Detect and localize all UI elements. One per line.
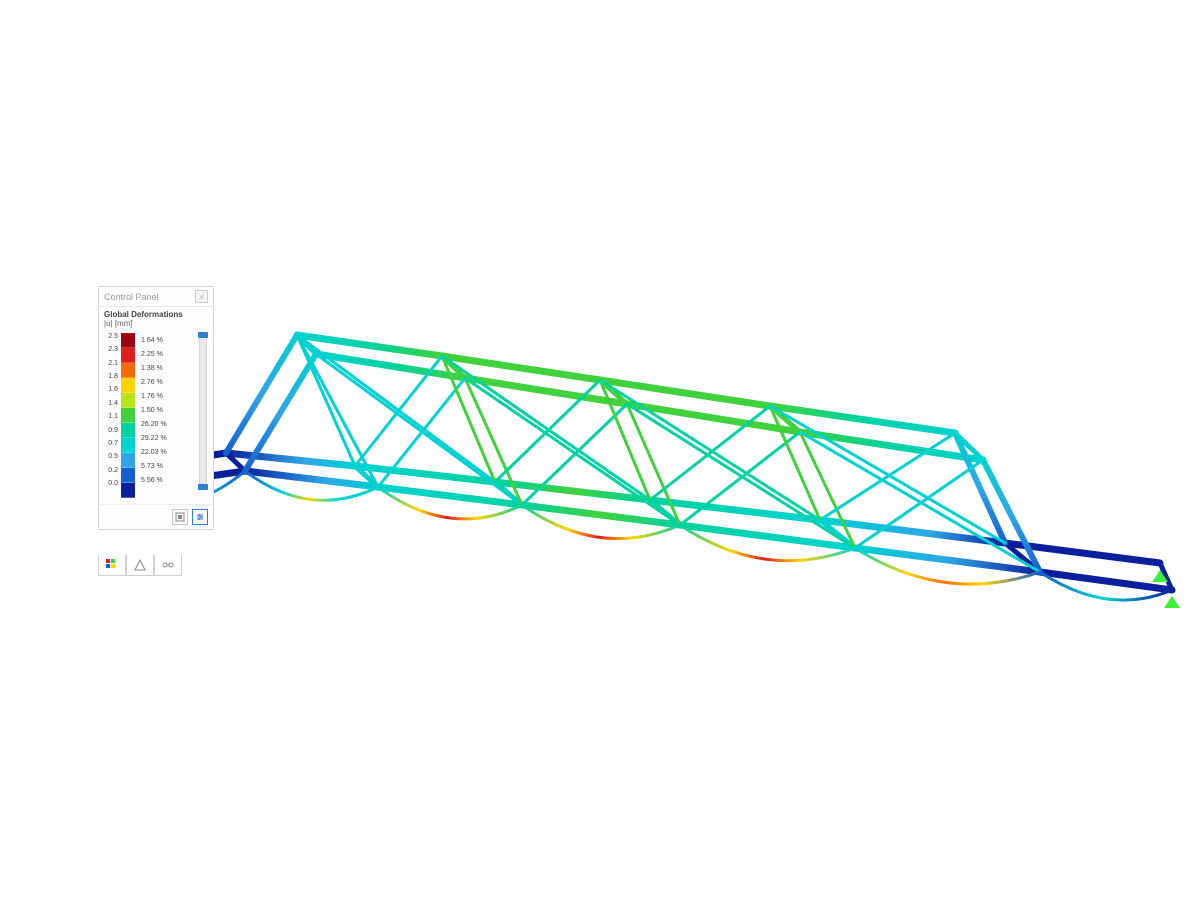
legend-percent: 1.38 % <box>141 365 167 372</box>
panel-settings-button[interactable] <box>192 509 208 525</box>
legend-swatch <box>121 408 135 423</box>
legend-percent: 29.22 % <box>141 435 167 442</box>
legend-tick: 2.1 <box>104 360 118 367</box>
legend-swatch <box>121 453 135 468</box>
legend-swatch <box>121 378 135 393</box>
color-legend: 2.5 2.3 2.1 1.8 1.6 1.4 1.1 0.9 0.7 0.5 0.2 0.0 1.6… <box>104 333 208 498</box>
legend-percent: 22.03 % <box>141 449 167 456</box>
support-icon <box>1164 596 1180 608</box>
legend-percent: 26.20 % <box>141 421 167 428</box>
panel-unit: |u| [mm] <box>99 319 213 331</box>
viewport[interactable]: Control Panel × Global Deformations |u| … <box>0 0 1200 900</box>
legend-percent: 2.76 % <box>141 379 167 386</box>
member <box>1040 572 1172 590</box>
legend-percent: 1.76 % <box>141 393 167 400</box>
legend-tick: 2.5 <box>104 333 118 340</box>
tab-palette[interactable] <box>98 555 126 576</box>
legend-tick: 1.6 <box>104 386 118 393</box>
panel-tabs <box>98 555 182 576</box>
legend-tick: 1.1 <box>104 413 118 420</box>
legend-tick: 0.2 <box>104 467 118 474</box>
legend-tick: 0.5 <box>104 453 118 460</box>
close-icon[interactable]: × <box>195 290 208 303</box>
legend-tick: 0.9 <box>104 427 118 434</box>
legend-tick: 2.3 <box>104 346 118 353</box>
panel-title: Control Panel <box>104 292 159 302</box>
legend-tick: 1.8 <box>104 373 118 380</box>
member <box>226 335 297 453</box>
legend-percent: 1.64 % <box>141 337 167 344</box>
legend-swatch <box>121 423 135 438</box>
legend-tick: 0.7 <box>104 440 118 447</box>
panel-subtitle: Global Deformations <box>99 307 213 319</box>
legend-tick: 0.0 <box>104 480 118 487</box>
legend-swatch <box>121 333 135 348</box>
member <box>355 356 442 466</box>
legend-swatch <box>121 348 135 363</box>
tab-scale[interactable] <box>126 555 154 576</box>
legend-percent: 5.56 % <box>141 477 167 484</box>
legend-swatch <box>121 363 135 378</box>
range-slider[interactable] <box>199 333 207 489</box>
panel-options-button[interactable] <box>172 509 188 525</box>
legend-percent: 1.50 % <box>141 407 167 414</box>
legend-swatch <box>121 393 135 408</box>
legend-swatch <box>121 468 135 483</box>
slider-knob-bottom[interactable] <box>198 484 208 490</box>
panel-footer <box>99 504 213 529</box>
member <box>226 453 355 466</box>
legend-swatch <box>121 483 135 498</box>
legend-tick: 1.4 <box>104 400 118 407</box>
legend-percent: 2.25 % <box>141 351 167 358</box>
legend-swatch <box>121 438 135 453</box>
tab-filter[interactable] <box>154 555 182 576</box>
control-panel[interactable]: Control Panel × Global Deformations |u| … <box>98 286 214 530</box>
panel-titlebar[interactable]: Control Panel × <box>99 287 213 307</box>
member <box>245 354 316 471</box>
member <box>495 380 600 482</box>
legend-percent: 5.73 % <box>141 463 167 470</box>
slider-knob-top[interactable] <box>198 332 208 338</box>
